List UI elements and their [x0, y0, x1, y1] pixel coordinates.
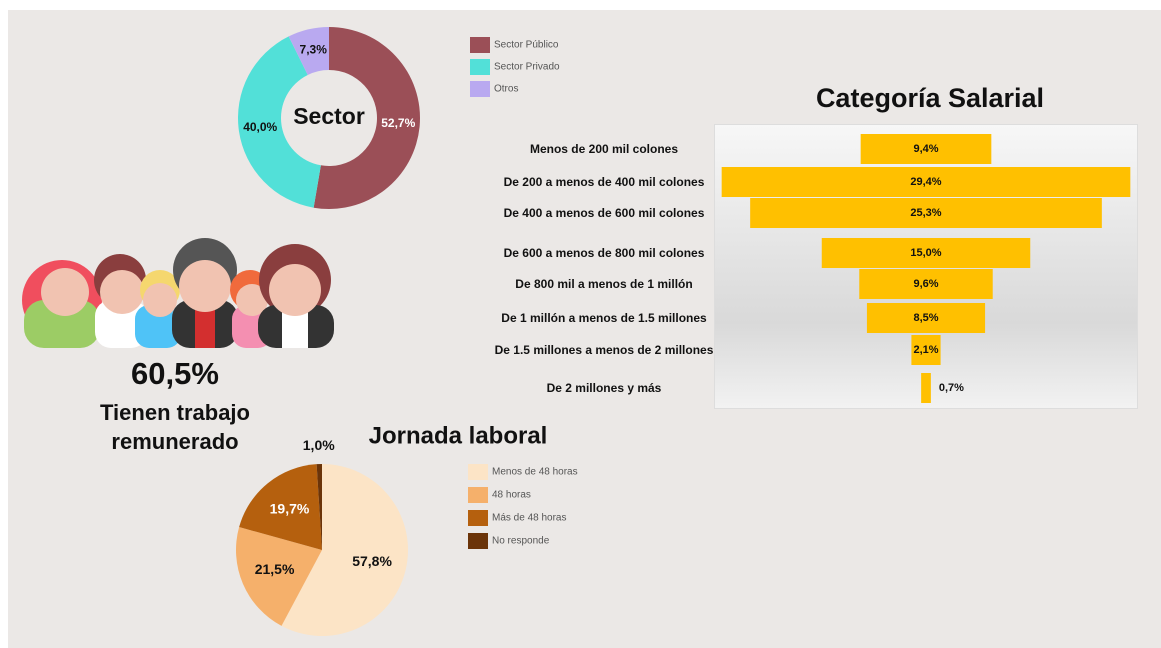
category-label: De 600 a menos de 800 mil colones	[503, 246, 705, 260]
funnel-bar	[750, 198, 1102, 228]
value-label: 15,0%	[910, 247, 941, 259]
value-label: 8,5%	[913, 312, 938, 324]
people-icon	[22, 238, 334, 348]
legend-label: Menos de 48 horas	[492, 467, 578, 478]
funnel-bar	[921, 373, 931, 403]
category-label: De 200 a menos de 400 mil colones	[503, 175, 705, 189]
legend-label: 48 horas	[492, 490, 531, 501]
chart-title: Sector	[293, 103, 365, 129]
legend-swatch	[470, 81, 490, 97]
legend-swatch	[470, 59, 490, 75]
funnel-bar	[860, 134, 992, 164]
legend-label: Otros	[494, 84, 518, 95]
funnel-bar	[866, 303, 986, 333]
value-label: 57,8%	[352, 553, 392, 569]
value-label: 29,4%	[910, 176, 941, 188]
funnel-bar	[721, 167, 1131, 197]
legend-label: Más de 48 horas	[492, 513, 567, 524]
legend-swatch	[468, 487, 488, 503]
slice	[239, 464, 322, 550]
funnel-bar	[821, 238, 1031, 268]
category-label: De 2 millones y más	[546, 381, 662, 395]
value-label: 9,4%	[913, 143, 938, 155]
funnel-bar	[911, 335, 941, 365]
legend-label: No responde	[492, 536, 550, 547]
chart-title: Jornada laboral	[369, 422, 548, 449]
slice	[313, 27, 421, 209]
slice	[288, 27, 329, 75]
category-label: De 800 mil a menos de 1 millón	[515, 277, 693, 291]
legend-swatch	[468, 464, 488, 480]
value-label: 1,0%	[303, 437, 335, 453]
highlight-text: Tienen trabajo remunerado	[100, 400, 250, 454]
value-label: 25,3%	[910, 207, 941, 219]
category-label: Menos de 200 mil colones	[529, 142, 679, 156]
legend-swatch	[468, 533, 488, 549]
chart-title: Categoría Salarial	[816, 83, 1044, 113]
slice	[238, 36, 321, 208]
category-label: De 400 a menos de 600 mil colones	[503, 206, 705, 220]
value-label: 9,6%	[913, 278, 938, 290]
value-label: 0,7%	[939, 382, 964, 394]
category-label: De 1 millón a menos de 1.5 millones	[501, 311, 707, 325]
legend-swatch	[468, 510, 488, 526]
value-label: 7,3%	[300, 42, 328, 56]
highlight-value: 60,5%	[131, 356, 219, 391]
value-label: 52,7%	[381, 116, 415, 130]
value-label: 21,5%	[255, 561, 295, 577]
value-label: 2,1%	[913, 344, 938, 356]
legend-label: Sector Privado	[494, 62, 560, 73]
legend-label: Sector Público	[494, 40, 559, 51]
slice	[316, 464, 322, 550]
funnel-bar	[859, 269, 993, 299]
value-label: 19,7%	[270, 501, 310, 517]
slice	[235, 527, 322, 626]
slice	[281, 464, 408, 636]
value-label: 40,0%	[243, 120, 277, 134]
category-label: De 1.5 millones a menos de 2 millones	[494, 343, 714, 357]
legend-swatch	[470, 37, 490, 53]
